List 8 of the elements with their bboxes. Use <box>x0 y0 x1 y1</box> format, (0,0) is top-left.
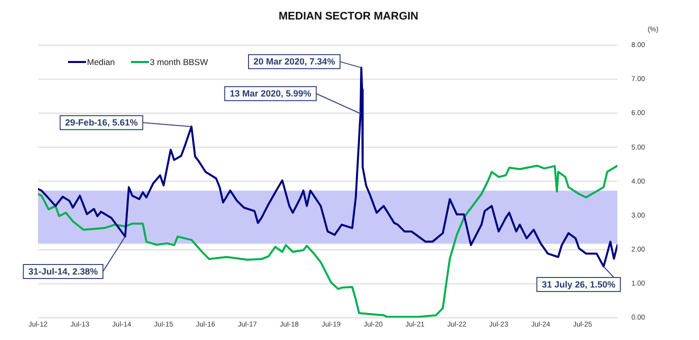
legend-label: Median <box>87 57 115 68</box>
chart-title: MEDIAN SECTOR MARGIN <box>278 10 418 23</box>
annotation: 29-Feb-16, 5.61% <box>65 118 138 128</box>
annotation: 13 Mar 2020, 5.99% <box>230 88 312 99</box>
legend-label: 3 month BBSW <box>150 57 208 68</box>
annotation: 20 Mar 2020, 7.34% <box>254 56 336 67</box>
annotation: 31 July 26, 1.50% <box>542 280 616 290</box>
annotation: 31-Jul-14, 2.38% <box>28 266 98 277</box>
